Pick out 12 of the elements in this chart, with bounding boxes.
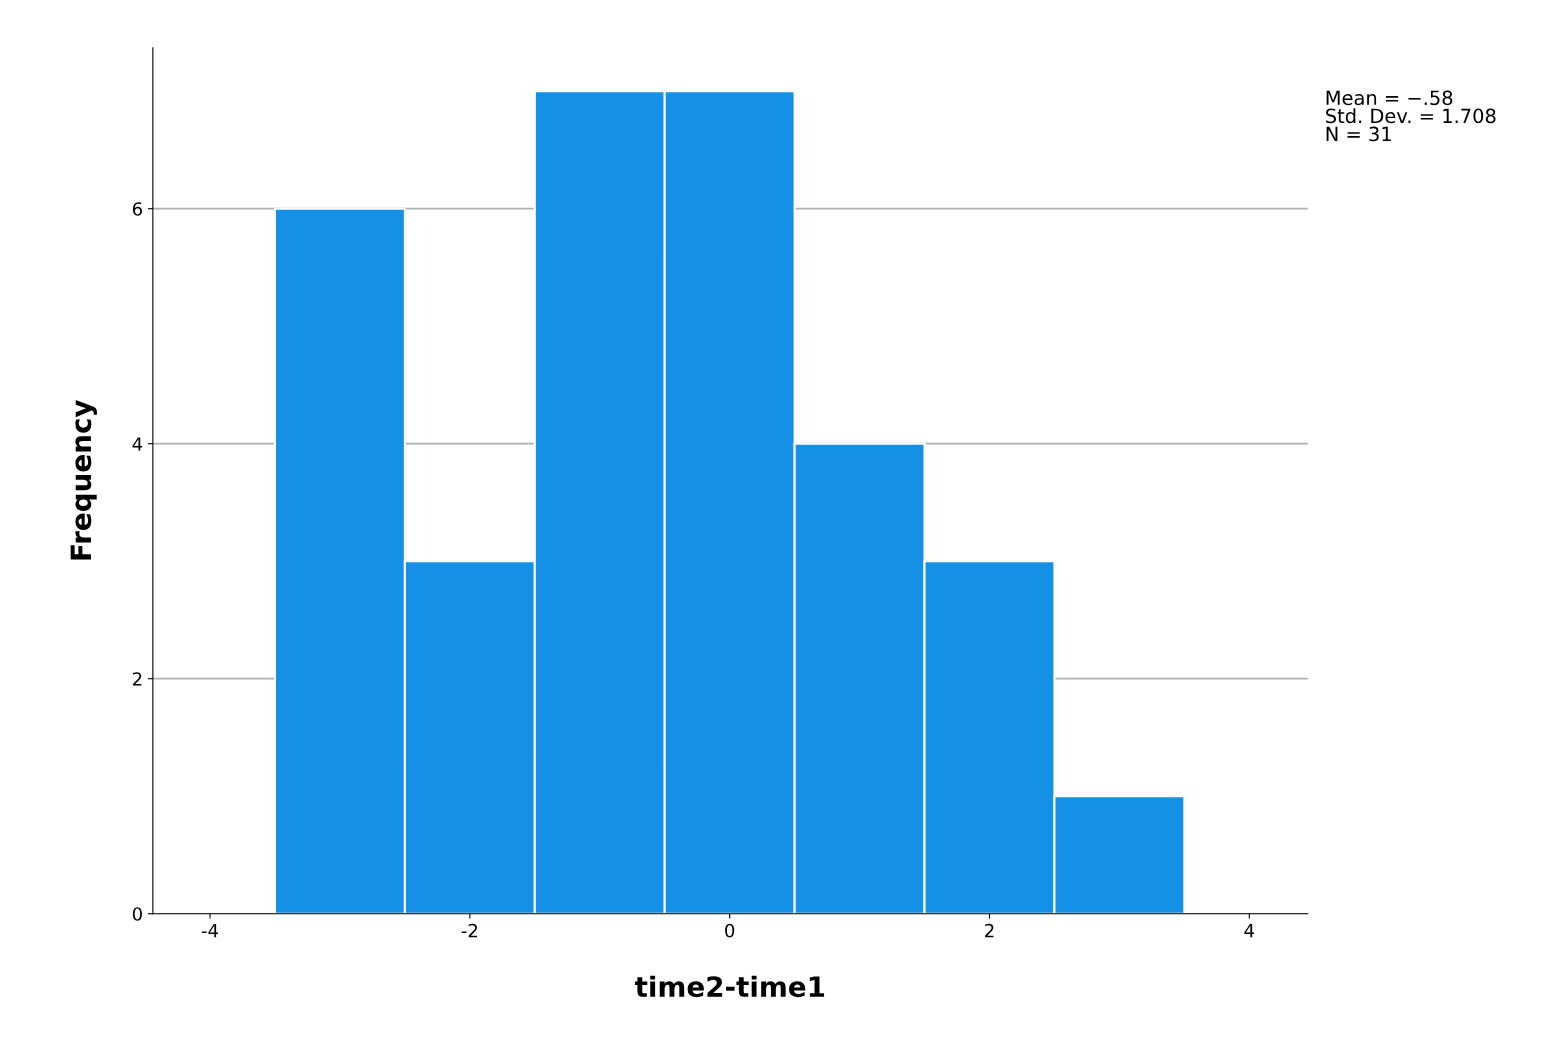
x-axis-title: time2-time1: [635, 975, 825, 998]
y-tick-label: 4: [132, 437, 143, 451]
y-axis-title: Frequency: [70, 399, 97, 560]
x-tick-label: -2: [461, 923, 478, 938]
x-tick-label: 4: [1244, 924, 1255, 938]
y-tick-label: 0: [132, 907, 142, 921]
x-tick-label: -4: [201, 924, 219, 938]
x-tick-label: 0: [725, 923, 735, 938]
x-tick-label: 2: [985, 923, 994, 938]
y-tick-label: 6: [132, 202, 142, 216]
y-tick-label: 2: [132, 672, 142, 686]
text: Mean = −.58 Std. Dev. = 1.708 N = 31: [1326, 90, 1496, 142]
